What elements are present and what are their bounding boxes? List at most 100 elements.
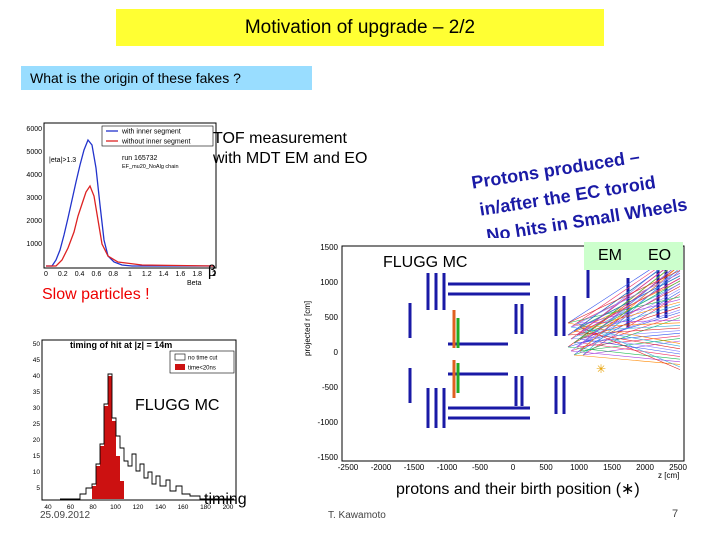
track-line	[576, 262, 681, 348]
track-line	[576, 319, 681, 324]
track-line	[582, 283, 681, 344]
question-box: What is the origin of these fakes ?	[21, 66, 312, 90]
hist1-stat2: run 165732	[122, 155, 158, 162]
hist2-xtick: 80	[89, 504, 97, 511]
display-xtick: -2500	[338, 463, 359, 472]
hist2-ytick: 10	[33, 469, 41, 476]
display-xtick: 0	[511, 463, 516, 472]
tof-histogram: 6000 5000 4000 3000 2000 1000 0 0.2 0.4 0.6 0.8 1 1…	[22, 120, 220, 288]
track-line	[567, 322, 681, 344]
track-line	[570, 350, 681, 363]
hist2-title: timing of hit at |z| = 14m	[70, 340, 172, 350]
track-line	[573, 330, 681, 350]
event-display: projected r [cm] 1500 1000 500 0 -500 -1000 -1…	[298, 238, 690, 513]
hist2-xtick: 160	[178, 504, 189, 511]
hist2-ytick: 20	[33, 437, 41, 444]
hist1-ytick: 4000	[26, 172, 42, 179]
birth-marker-icon: ✳	[596, 362, 606, 376]
hist1-xtick: 1.4	[159, 271, 169, 278]
track-line	[573, 354, 681, 365]
track-line	[570, 283, 681, 340]
track-line	[582, 342, 681, 357]
track-line	[576, 304, 681, 336]
timing-label: timing	[204, 491, 247, 508]
display-ytick: 1000	[320, 278, 338, 287]
track-line	[573, 275, 681, 332]
display-ylabel: projected r [cm]	[303, 301, 312, 356]
hist1-xtick: 1.8	[192, 271, 202, 278]
timing-red-fill	[92, 376, 124, 499]
track-line	[573, 259, 681, 344]
track-line	[579, 326, 681, 370]
track-line	[570, 257, 681, 340]
timing-outline	[60, 373, 234, 500]
display-ytick: -1500	[318, 453, 339, 462]
display-ytick: -500	[322, 383, 339, 392]
track-line	[567, 312, 681, 348]
hist1-xtick: 0.2	[58, 271, 68, 278]
hist1-xlabel: Beta	[187, 280, 202, 287]
display-xtick: 500	[539, 463, 553, 472]
track-line	[582, 267, 681, 356]
hist2-ytick: 15	[33, 453, 41, 460]
hist1-xtick: 0.8	[108, 271, 118, 278]
display-xlabel: z [cm]	[658, 471, 679, 480]
hist1-ytick: 3000	[26, 195, 42, 202]
track-line	[576, 334, 681, 352]
hist2-xtick: 60	[67, 504, 75, 511]
display-xtick: -1000	[437, 463, 458, 472]
hist2-ytick: 45	[33, 357, 41, 364]
hist2-ytick: 30	[33, 405, 41, 412]
display-ytick: -1000	[318, 418, 339, 427]
display-xtick: -2000	[371, 463, 392, 472]
hist1-legend1: with inner segment	[121, 129, 181, 136]
track-line	[576, 277, 681, 336]
hist1-xtick: 1.6	[176, 271, 186, 278]
track-line	[570, 272, 681, 328]
hist1-xtick: 0	[44, 271, 48, 278]
hist2-xtick: 40	[44, 504, 52, 511]
track-line	[582, 325, 681, 332]
display-xtick: 1000	[570, 463, 588, 472]
em-tag: EM	[584, 242, 636, 270]
track-line	[570, 314, 681, 352]
track-line	[567, 270, 681, 324]
hist1-xtick: 1	[128, 271, 132, 278]
track-line	[579, 264, 681, 352]
display-xtick: -500	[472, 463, 489, 472]
hist2-legend2: time<20ns	[188, 366, 216, 372]
hist1-xtick: 1.2	[142, 271, 152, 278]
track-line	[567, 346, 681, 360]
hist1-stat1: |eta|>1.3	[49, 157, 76, 164]
hist2-xtick: 140	[155, 504, 166, 511]
hist2-xtick: 200	[223, 504, 234, 511]
hist2-ytick: 40	[33, 373, 41, 380]
track-line	[567, 327, 681, 336]
flugg-mc-label-2: FLUGG MC	[383, 254, 468, 271]
track-line	[573, 301, 681, 332]
hist2-legend1: no time cut	[188, 356, 218, 362]
hist1-ytick: 1000	[26, 241, 42, 248]
histogram-without-inner	[46, 184, 215, 267]
track-line	[579, 322, 681, 328]
display-ytick: 500	[325, 313, 339, 322]
hist2-xtick: 100	[110, 504, 121, 511]
slide-title: Motivation of upgrade – 2/2	[116, 9, 604, 46]
display-xtick: 2000	[636, 463, 654, 472]
hist2-ytick: 50	[33, 341, 41, 348]
hist1-ytick: 5000	[26, 149, 42, 156]
track-line	[570, 330, 681, 340]
hist2-xtick: 120	[133, 504, 144, 511]
protons-caption: protons and their birth position (∗)	[396, 481, 640, 498]
track-line	[567, 296, 681, 324]
slow-particles-label: Slow particles !	[42, 286, 150, 303]
hist2-ytick: 25	[33, 421, 41, 428]
track-line	[579, 338, 681, 355]
track-line	[579, 306, 681, 340]
track-line	[570, 326, 681, 347]
page-number: 7	[672, 508, 679, 520]
hist1-ytick: 2000	[26, 218, 42, 225]
hist2-ytick: 35	[33, 389, 41, 396]
footer-date: 25.09.2012	[40, 510, 91, 521]
tof-label-2: with MDT EM and EO	[213, 150, 368, 167]
